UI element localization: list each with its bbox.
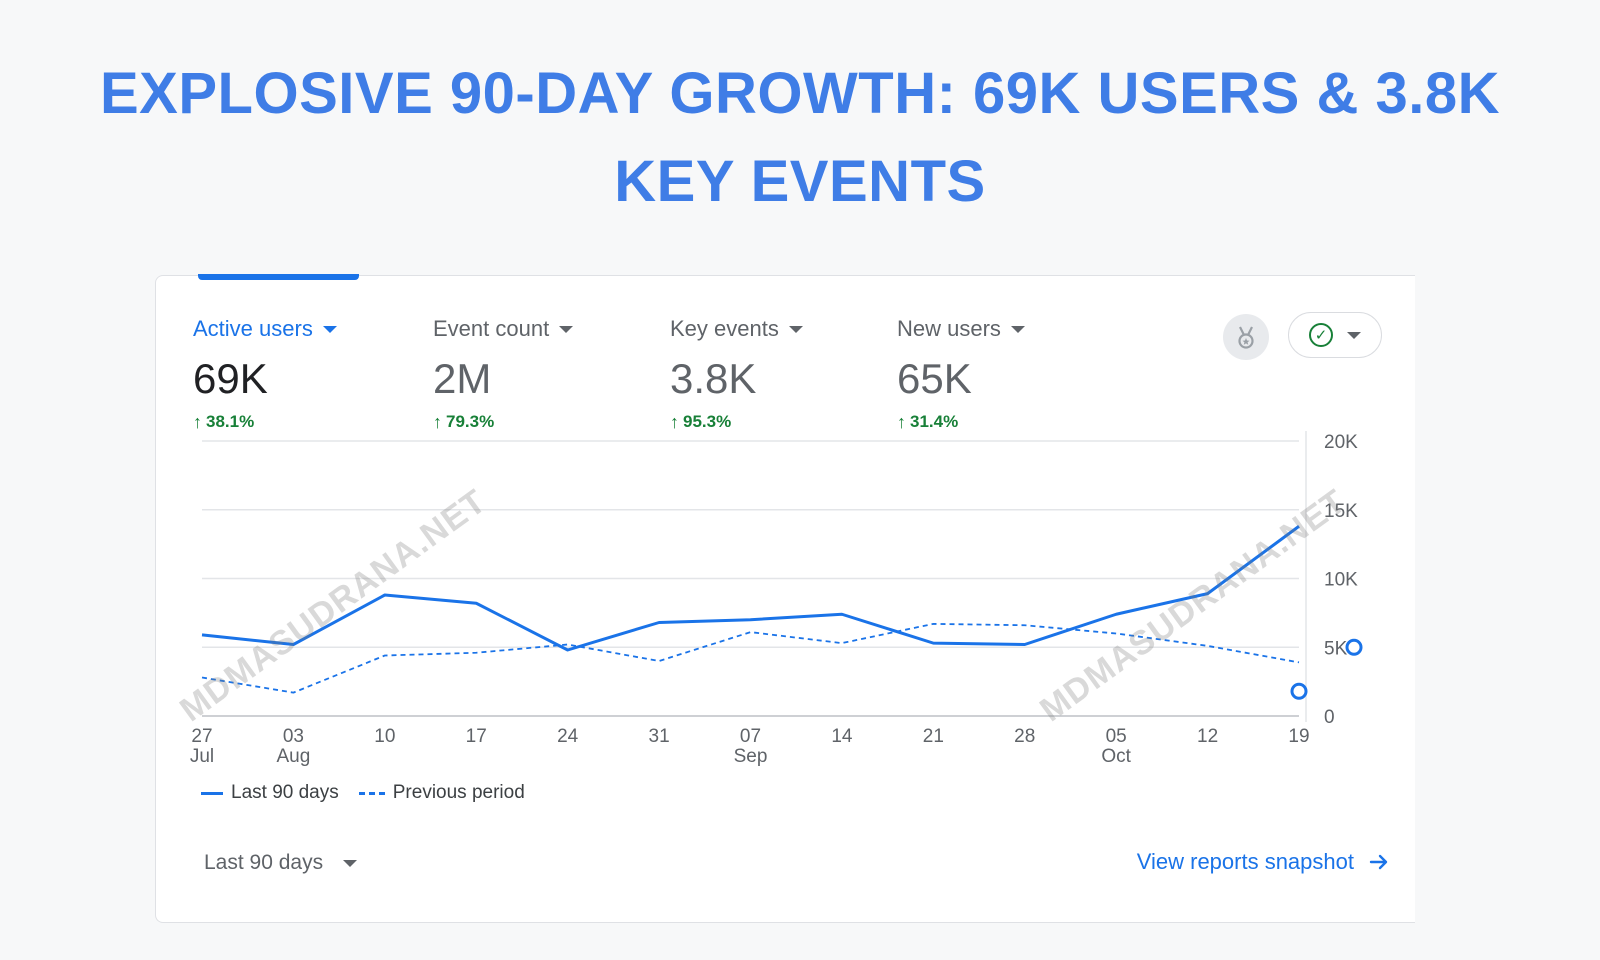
metric-label-text: Event count [433, 316, 550, 341]
legend-dashed-swatch [358, 791, 385, 795]
metric-change: ↑ 79.3% [433, 412, 573, 432]
arrow-right-icon [1369, 854, 1388, 870]
metric-value: 3.8K [670, 355, 757, 402]
metric-change: ↑ 38.1% [193, 412, 337, 432]
active-tab-indicator [198, 274, 359, 280]
x-tick-label: 10 [374, 726, 395, 747]
metric-value: 2M [433, 355, 492, 402]
date-range-label: Last 90 days [204, 851, 324, 874]
metric-change-value: 95.3% [683, 412, 732, 431]
metric-key-events[interactable]: Key events 3.8K ↑ 95.3% [670, 314, 803, 432]
metric-active-users[interactable]: Active users 69K ↑ 38.1% [193, 314, 337, 432]
metric-label[interactable]: Event count [433, 314, 574, 344]
x-tick-label: 19 [1288, 726, 1309, 747]
x-tick-label: 03 [283, 726, 304, 747]
metric-change-value: 79.3% [446, 412, 495, 431]
legend-label-previous-period: Previous period [392, 782, 525, 803]
x-tick-label: 12 [1197, 726, 1218, 747]
metric-label-text: New users [897, 316, 1001, 341]
x-tick-month-label: Jul [190, 746, 214, 767]
chart-legend: Last 90 days Previous period [201, 782, 525, 804]
x-tick-month-label: Aug [277, 746, 311, 767]
arrow-up-icon: ↑ [193, 412, 202, 432]
x-tick-label: 31 [649, 726, 670, 747]
y-tick-label: 20K [1324, 432, 1358, 453]
metric-label[interactable]: Active users [193, 314, 337, 344]
x-tick-month-label: Oct [1101, 746, 1131, 767]
metric-change: ↑ 95.3% [670, 412, 803, 432]
caret-down-icon [788, 325, 803, 333]
caret-down-icon [1347, 331, 1361, 339]
metric-event-count[interactable]: Event count 2M ↑ 79.3% [433, 314, 574, 432]
x-tick-label: 14 [831, 726, 853, 747]
metric-value: 69K [193, 355, 268, 402]
caret-down-icon [343, 859, 358, 867]
x-tick-label: 17 [466, 726, 487, 747]
arrow-up-icon: ↑ [433, 412, 442, 432]
check-circle-icon: ✓ [1309, 323, 1333, 347]
x-tick-month-label: Sep [734, 746, 768, 767]
metric-label-text: Key events [670, 316, 779, 341]
date-range-dropdown[interactable]: Last 90 days [204, 851, 358, 875]
caret-down-icon [1010, 325, 1025, 333]
previous-period-line [201, 622, 1300, 694]
insights-badge-icon [1238, 326, 1254, 349]
legend-label-last-90-days: Last 90 days [231, 782, 339, 803]
analytics-card: Active users 69K ↑ 38.1% Event count 2M … [155, 274, 1415, 923]
view-reports-snapshot-label: View reports snapshot [1136, 849, 1354, 874]
series-end-marker [1290, 682, 1308, 700]
metric-change-value: 38.1% [206, 412, 255, 431]
y-tick-label: 0 [1324, 707, 1335, 728]
metric-label[interactable]: New users [897, 314, 1025, 344]
y-tick-label: 10K [1324, 570, 1358, 591]
x-tick-label: 24 [557, 726, 579, 747]
x-tick-label: 28 [1014, 726, 1035, 747]
y-tick-label: 15K [1324, 501, 1358, 522]
metric-label-text: Active users [193, 316, 313, 341]
caret-down-icon [322, 325, 337, 333]
x-tick-label: 07 [740, 726, 761, 747]
metric-new-users[interactable]: New users 65K ↑ 31.4% [897, 314, 1025, 432]
y-tick-label: 5K [1324, 638, 1348, 659]
page-headline: EXPLOSIVE 90-DAY GROWTH: 69K USERS & 3.8… [100, 61, 1500, 214]
last-90-days-line [201, 525, 1300, 652]
x-tick-label: 05 [1106, 726, 1127, 747]
metric-label[interactable]: Key events [670, 314, 803, 344]
series-end-marker [1345, 638, 1363, 656]
view-reports-snapshot-link[interactable]: View reports snapshot [1137, 849, 1390, 875]
insights-button[interactable] [1223, 314, 1269, 360]
metric-change-value: 31.4% [910, 412, 959, 431]
legend-solid-swatch [201, 791, 223, 795]
status-dropdown[interactable]: ✓ [1288, 312, 1382, 358]
metric-change: ↑ 31.4% [897, 412, 1025, 432]
x-tick-label: 27 [191, 726, 212, 747]
arrow-up-icon: ↑ [670, 412, 679, 432]
x-tick-label: 21 [923, 726, 944, 747]
arrow-up-icon: ↑ [897, 412, 906, 432]
metric-value: 65K [897, 355, 972, 402]
caret-down-icon [559, 325, 574, 333]
